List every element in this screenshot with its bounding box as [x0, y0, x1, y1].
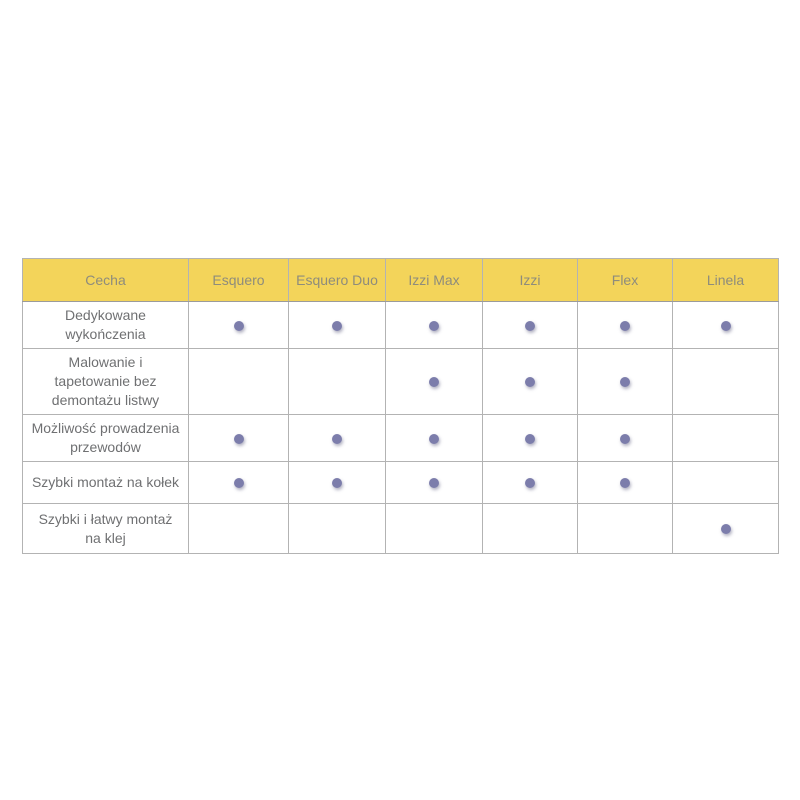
feature-available-cell [577, 461, 673, 504]
feature-available-cell [288, 301, 386, 349]
column-header-linela: Linela [672, 258, 779, 302]
comparison-table-container: Cecha Esquero Esquero Duo Izzi Max Izzi Flex L… [22, 258, 779, 554]
feature-available-cell [385, 414, 483, 462]
table-row: Malowanie i tapetowanie bez demontażu li… [22, 348, 779, 415]
column-header-izzi-max: Izzi Max [385, 258, 483, 302]
feature-unavailable-cell [385, 503, 483, 554]
feature-present-dot [620, 377, 630, 388]
table-row: Dedykowane wykończenia [22, 301, 779, 349]
feature-present-dot [429, 433, 439, 444]
feature-present-dot [233, 478, 244, 489]
feature-available-cell [482, 301, 578, 349]
feature-available-cell [385, 301, 483, 349]
feature-present-dot [525, 433, 535, 444]
table-row: Możliwość prowadzenia przewodów [22, 414, 779, 462]
feature-name-cell: Dedykowane wykończenia [22, 301, 189, 349]
feature-unavailable-cell [672, 348, 779, 415]
feature-available-cell [672, 503, 779, 554]
table-header: Cecha Esquero Esquero Duo Izzi Max Izzi Flex L… [22, 258, 779, 302]
feature-available-cell [577, 414, 673, 462]
feature-present-dot [429, 478, 439, 489]
feature-present-dot [620, 478, 630, 489]
feature-available-cell [188, 414, 289, 462]
feature-present-dot [620, 433, 630, 444]
feature-name-cell: Szybki montaż na kołek [22, 461, 189, 504]
feature-available-cell [577, 301, 673, 349]
feature-present-dot [233, 320, 244, 331]
column-header-cecha: Cecha [22, 258, 189, 302]
feature-available-cell [482, 414, 578, 462]
table-row: Szybki i łatwy montaż na klej [22, 503, 779, 554]
feature-unavailable-cell [672, 461, 779, 504]
feature-unavailable-cell [188, 348, 289, 415]
feature-present-dot [620, 320, 630, 331]
column-header-esquero: Esquero [188, 258, 289, 302]
feature-present-dot [720, 320, 731, 331]
feature-present-dot [525, 320, 535, 331]
feature-present-dot [525, 478, 535, 489]
feature-unavailable-cell [577, 503, 673, 554]
column-header-izzi: Izzi [482, 258, 578, 302]
feature-available-cell [288, 461, 386, 504]
feature-present-dot [332, 320, 342, 331]
feature-name-cell: Szybki i łatwy montaż na klej [22, 503, 189, 554]
feature-present-dot [233, 433, 244, 444]
feature-present-dot [429, 320, 439, 331]
feature-present-dot [525, 377, 535, 388]
column-header-flex: Flex [577, 258, 673, 302]
feature-available-cell [385, 348, 483, 415]
table-body: Dedykowane wykończenia Malowanie i tapeto… [22, 301, 779, 554]
feature-unavailable-cell [672, 414, 779, 462]
feature-name-cell: Malowanie i tapetowanie bez demontażu li… [22, 348, 189, 415]
feature-available-cell [577, 348, 673, 415]
header-row: Cecha Esquero Esquero Duo Izzi Max Izzi Flex L… [22, 258, 779, 302]
feature-available-cell [288, 414, 386, 462]
feature-comparison-table: Cecha Esquero Esquero Duo Izzi Max Izzi Flex L… [22, 258, 779, 554]
feature-present-dot [332, 433, 342, 444]
feature-available-cell [482, 348, 578, 415]
feature-present-dot [332, 478, 342, 489]
feature-unavailable-cell [288, 348, 386, 415]
feature-available-cell [672, 301, 779, 349]
feature-available-cell [385, 461, 483, 504]
column-header-esquero-duo: Esquero Duo [288, 258, 386, 302]
feature-available-cell [482, 461, 578, 504]
feature-unavailable-cell [482, 503, 578, 554]
feature-name-cell: Możliwość prowadzenia przewodów [22, 414, 189, 462]
feature-available-cell [188, 461, 289, 504]
feature-present-dot [429, 377, 439, 388]
feature-unavailable-cell [288, 503, 386, 554]
feature-available-cell [188, 301, 289, 349]
feature-present-dot [720, 524, 731, 535]
feature-unavailable-cell [188, 503, 289, 554]
table-row: Szybki montaż na kołek [22, 461, 779, 504]
